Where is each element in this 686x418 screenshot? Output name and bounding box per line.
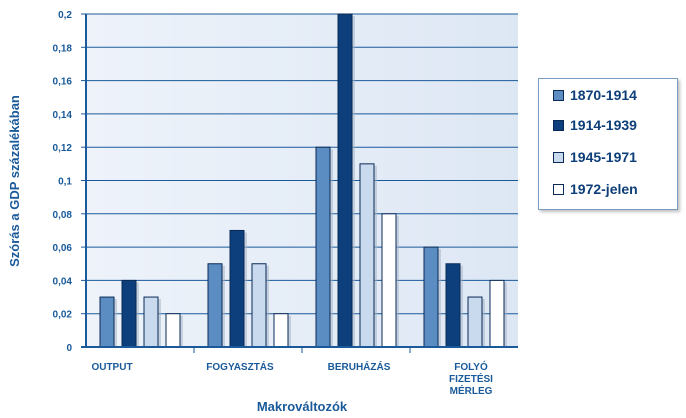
y-axis-title: Szórás a GDP százalékában	[7, 95, 22, 267]
bar	[467, 296, 483, 348]
y-tick-label: 0,12	[53, 143, 73, 154]
y-tick-label: 0,1	[58, 177, 72, 188]
y-tick-label: 0,08	[53, 210, 73, 221]
legend-swatch	[553, 119, 564, 131]
bar	[229, 229, 245, 348]
x-category-label: BERUHÁZÁS	[328, 360, 391, 373]
y-tick-label: 0,18	[53, 43, 73, 54]
y-tick-label: 0,06	[53, 243, 73, 254]
x-category-label: OUTPUT	[91, 362, 132, 373]
x-axis-title: Makrováltozók	[257, 399, 348, 414]
bar	[445, 263, 461, 348]
bar	[315, 146, 331, 348]
legend-label: 1914-1939	[570, 117, 637, 133]
y-tick-label: 0,04	[53, 276, 73, 287]
legend-label: 1870-1914	[570, 87, 637, 103]
bar	[337, 13, 353, 348]
bar	[99, 296, 115, 348]
y-tick-label: 0	[66, 343, 72, 354]
legend-swatch	[553, 151, 564, 163]
legend-item: 1945-1971	[553, 149, 637, 165]
y-tick-label: 0,16	[53, 77, 73, 88]
legend-label: 1945-1971	[570, 149, 637, 165]
gridlines	[86, 13, 518, 315]
bar	[423, 246, 439, 348]
bar	[489, 279, 505, 348]
legend-item: 1870-1914	[553, 87, 637, 103]
legend-item: 1914-1939	[553, 117, 637, 133]
y-tick-label: 0,02	[53, 310, 73, 321]
legend-item: 1972-jelen	[553, 181, 638, 197]
legend-swatch	[553, 183, 564, 195]
x-category-labels: OUTPUT FOGYASZTÁS BERUHÁZÁS FOLYÓFIZETÉSIMÉ…	[91, 360, 493, 397]
legend-swatch	[553, 89, 564, 101]
y-tick-labels: 0 0,02 0,04 0,06 0,08 0,1 0,12 0,14 0,16 0,18 0,2	[53, 10, 86, 354]
legend-label: 1972-jelen	[570, 181, 638, 197]
bar	[121, 279, 137, 348]
x-category-label: FIZETÉSI	[449, 372, 493, 385]
bar	[359, 163, 375, 348]
x-category-label: FOLYÓ	[454, 360, 488, 373]
y-tick-label: 0,2	[58, 10, 72, 21]
bar	[381, 213, 397, 348]
bar	[143, 296, 159, 348]
bar	[273, 313, 289, 348]
bar	[207, 263, 223, 348]
x-category-label: MÉRLEG	[450, 384, 493, 397]
legend: 1870-1914 1914-1939 1945-1971 1972-jelen	[538, 78, 678, 210]
x-category-label: FOGYASZTÁS	[206, 360, 274, 373]
y-tick-label: 0,14	[53, 110, 73, 121]
bar	[165, 313, 181, 348]
bars	[99, 13, 507, 348]
bar	[251, 263, 267, 348]
